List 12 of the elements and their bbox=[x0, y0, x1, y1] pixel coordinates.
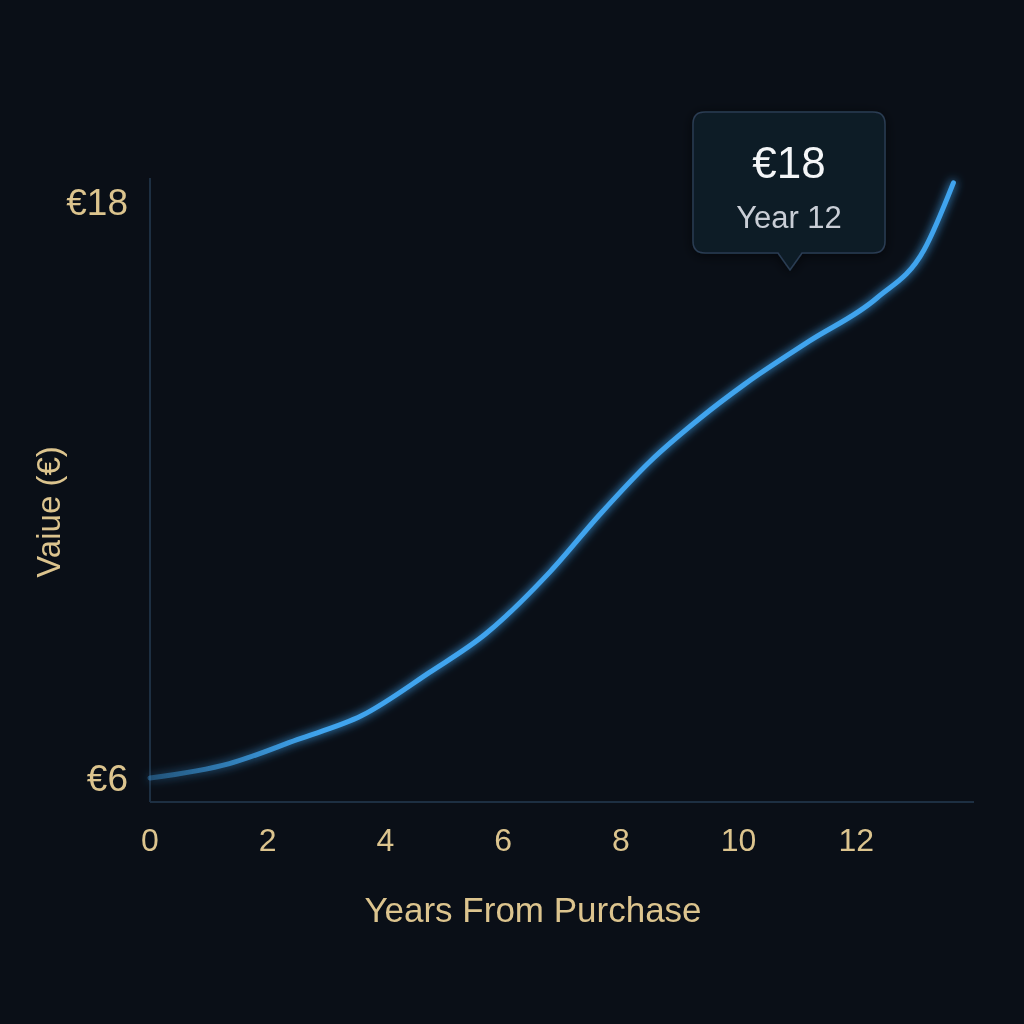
x-tick-label: 8 bbox=[611, 822, 630, 858]
y-axis-title: Vaiue (€) bbox=[29, 446, 67, 578]
x-axis-title: Years From Purchase bbox=[364, 889, 702, 929]
annotation: €18 bbox=[752, 137, 826, 187]
x-tick-label: 2 bbox=[258, 822, 277, 858]
x-tick-label: 4 bbox=[376, 822, 395, 858]
x-tick-label: 6 bbox=[494, 822, 513, 858]
x-tick-label: 10 bbox=[720, 822, 757, 858]
x-tick-label: 0 bbox=[141, 822, 159, 858]
y-tick-label: €6 bbox=[86, 757, 128, 799]
annotation: Year 12 bbox=[736, 199, 842, 235]
x-tick-label: 12 bbox=[838, 822, 875, 858]
